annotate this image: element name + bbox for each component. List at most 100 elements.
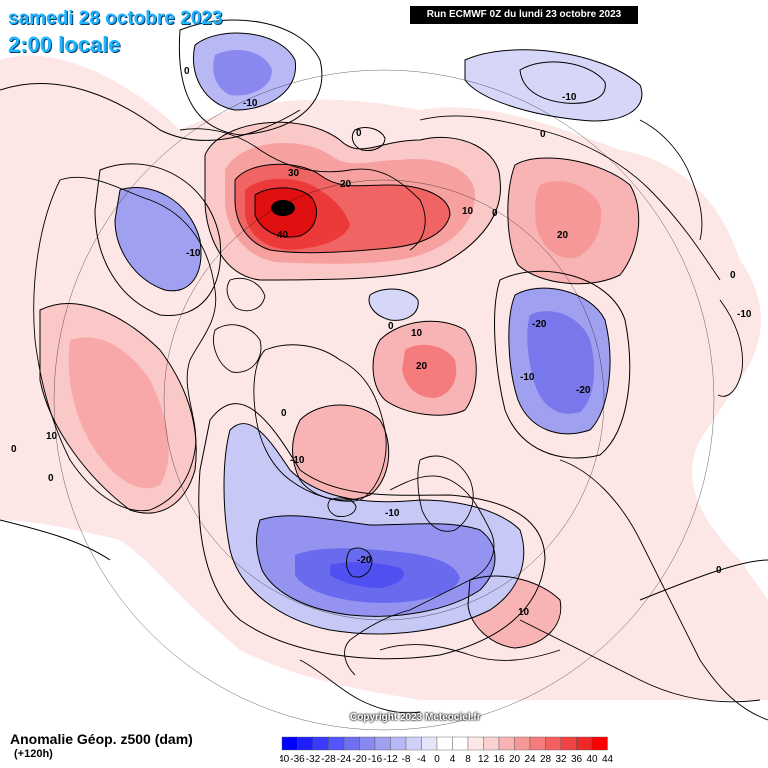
uk-coast: [346, 547, 373, 578]
legend-tick-label: -36: [290, 754, 305, 765]
contour-label: 10: [518, 607, 530, 618]
legend-swatch: [281, 736, 298, 751]
canadian-archipelago: [226, 277, 266, 312]
legend-tick-label: -40: [280, 754, 290, 765]
legend-swatch: [359, 736, 376, 751]
contour-label: -10: [186, 248, 201, 259]
contour-lines: [0, 19, 768, 660]
contour-label: 0: [730, 270, 736, 281]
contour-label: 0: [281, 408, 287, 419]
legend-swatch: [591, 736, 608, 751]
model-run-label: Run ECMWF 0Z du lundi 23 octobre 2023: [410, 6, 638, 24]
legend-swatch: [483, 736, 500, 751]
negative-anomaly-area: [213, 50, 272, 96]
asia-interior: [519, 619, 761, 703]
contour-label: 0: [716, 565, 722, 576]
contour-labels: 0 -10 0 -10 30 20 40 10 0 -10 0 20 0 -10…: [11, 66, 752, 618]
legend-tick-label: 0: [434, 754, 440, 765]
legend-tick-label: 44: [602, 754, 614, 765]
forecast-date: samedi 28 octobre 2023: [8, 8, 223, 29]
legend-tick-label: -32: [306, 754, 321, 765]
scandinavia-coast: [417, 455, 474, 532]
contour-label: 10: [411, 328, 423, 339]
latitude-circle: [53, 69, 715, 731]
graticule: [53, 69, 715, 731]
north-america-coast: [33, 176, 217, 512]
contour-label: -20: [532, 319, 547, 330]
legend-tick-label: 20: [509, 754, 521, 765]
contour-label: 0: [48, 473, 54, 484]
negative-anomaly-area: [527, 311, 595, 414]
legend-swatch: [545, 736, 562, 751]
japan-coast: [717, 299, 743, 397]
legend-swatch: [421, 736, 438, 751]
legend-swatch: [374, 736, 391, 751]
color-legend: -40-36-32-28-24-20-16-12-8-4048121620242…: [280, 736, 613, 765]
contour-label: 10: [462, 206, 474, 217]
legend-tick-label: 40: [586, 754, 598, 765]
contour-label: 20: [340, 179, 352, 190]
contour-label: -10: [290, 455, 305, 466]
positive-anomaly-area: [292, 405, 389, 500]
legend-tick-label: 8: [465, 754, 471, 765]
positive-anomaly-area: [68, 337, 169, 489]
legend-tick-label: -28: [321, 754, 336, 765]
contour-label: -20: [576, 385, 591, 396]
legend-tick-label: 16: [493, 754, 505, 765]
contour-label: 20: [416, 361, 428, 372]
negative-anomaly-area: [115, 187, 201, 291]
negative-anomaly-area: [465, 49, 642, 121]
legend-tick-label: 4: [450, 754, 456, 765]
contour-label: 0: [356, 128, 362, 139]
copyright: Copyright 2023 Meteociel.fr: [350, 712, 481, 723]
contour-label: 0: [540, 129, 546, 140]
legend-swatch: [312, 736, 329, 751]
legend-swatch: [452, 736, 469, 751]
legend-tick-label: -4: [417, 754, 426, 765]
positive-anomaly-area: [402, 344, 457, 398]
alaska-coast: [179, 128, 426, 251]
mediterranean: [379, 644, 561, 661]
legend-tick-label: 32: [555, 754, 567, 765]
contour-label: 40: [277, 230, 289, 241]
legend-tick-label: 12: [478, 754, 490, 765]
contour-label: 0: [388, 321, 394, 332]
contour-label: -10: [385, 508, 400, 519]
legend-tick-label: -8: [402, 754, 411, 765]
asia-coast: [559, 459, 768, 721]
iceland-coast: [327, 497, 357, 517]
legend-swatch: [467, 736, 484, 751]
legend-swatch: [390, 736, 407, 751]
legend-swatch: [328, 736, 345, 751]
legend-tick-label: -24: [337, 754, 352, 765]
contour-label: 0: [11, 444, 17, 455]
siberia-coast: [419, 115, 721, 281]
legend-swatch: [560, 736, 577, 751]
legend-swatch: [576, 736, 593, 751]
legend-tick-label: -16: [368, 754, 383, 765]
legend-swatch: [514, 736, 531, 751]
contour-label: 10: [46, 431, 58, 442]
legend-swatch: [498, 736, 515, 751]
greenland-coast: [253, 344, 387, 502]
legend-tick-label: 28: [540, 754, 552, 765]
contour-label: -20: [357, 555, 372, 566]
negative-anomaly-area: [330, 562, 404, 588]
positive-anomaly-area: [535, 181, 602, 259]
legend-tick-label: 24: [524, 754, 536, 765]
map-title: Anomalie Géop. z500 (dam): [10, 731, 193, 747]
contour-label: 0: [492, 208, 498, 219]
legend-swatch: [405, 736, 422, 751]
legend-tick-label: -20: [352, 754, 367, 765]
legend-tick-label: 36: [571, 754, 583, 765]
latitude-circle: [163, 179, 605, 621]
contour-label: 20: [557, 230, 569, 241]
anomaly-fields: [0, 33, 768, 700]
contour-label: -10: [737, 309, 752, 320]
legend-tick-label: -12: [383, 754, 398, 765]
legend-swatch: [436, 736, 453, 751]
africa-coast: [299, 659, 421, 714]
contour-label: -10: [520, 372, 535, 383]
legend-ticks: -40-36-32-28-24-20-16-12-8-4048121620242…: [280, 754, 613, 765]
